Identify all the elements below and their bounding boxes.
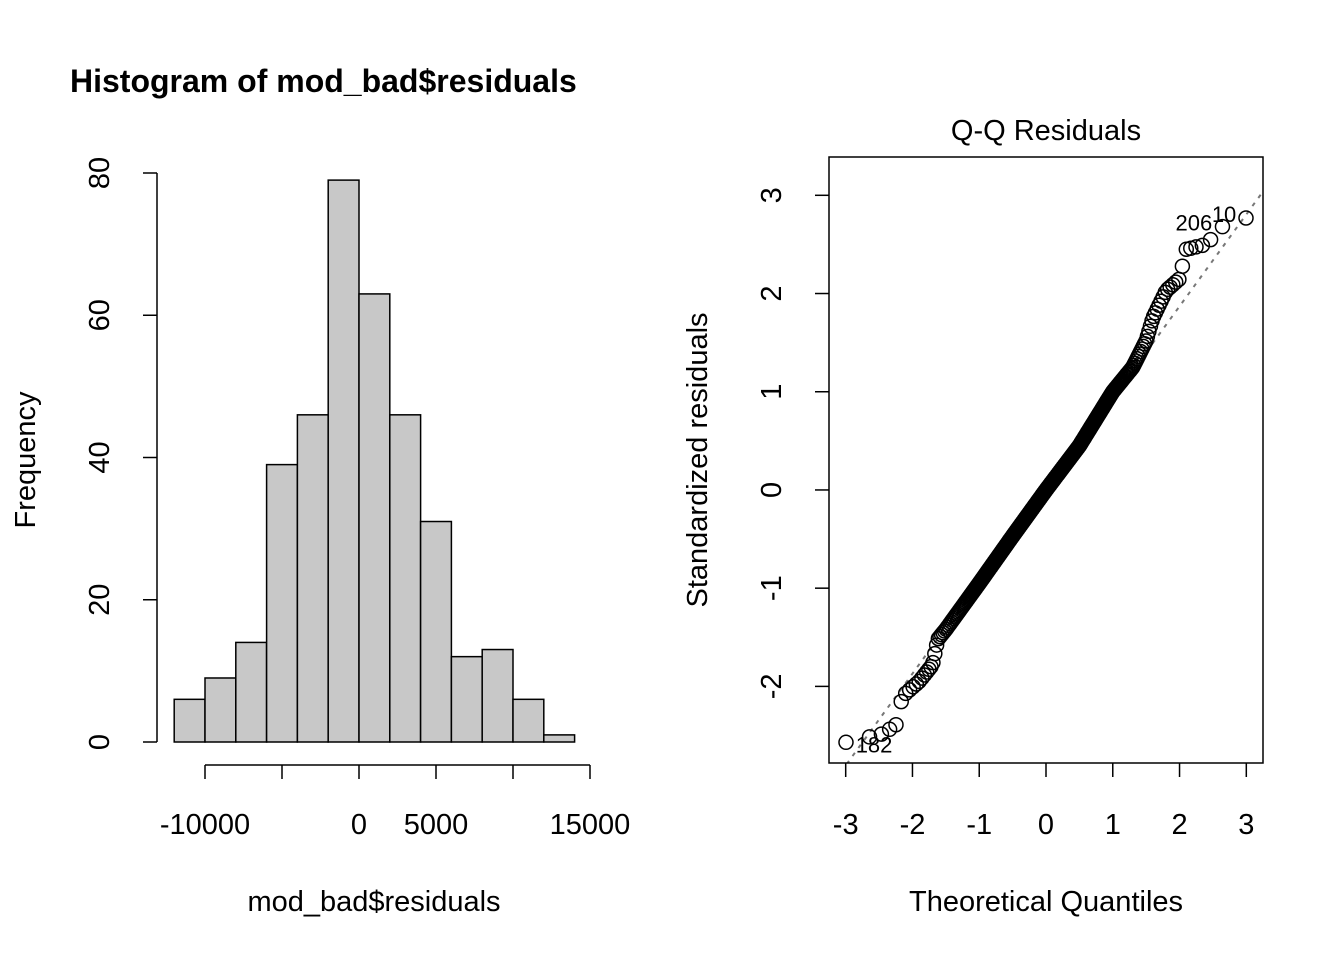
qq-point (838, 734, 854, 751)
qq-point-label: 182 (856, 732, 893, 757)
qq-point (927, 645, 943, 662)
x-tick-label: 3 (1238, 809, 1254, 841)
qq-point (925, 654, 941, 671)
x-tick-label: -10000 (160, 809, 250, 841)
x-tick-label: -2 (900, 809, 926, 841)
qq-point (928, 637, 945, 653)
x-tick-label: 2 (1171, 809, 1187, 841)
x-tick-label: -3 (833, 809, 859, 841)
histogram-bar (419, 520, 453, 743)
y-tick-label: 3 (756, 187, 788, 203)
qq-point (1171, 271, 1187, 288)
qq-point (1174, 258, 1191, 274)
qq-point (1183, 240, 1199, 256)
histogram-bar (481, 648, 514, 743)
y-tick-label: 0 (756, 482, 788, 498)
qq-point (1167, 274, 1184, 290)
histogram-bar (512, 698, 545, 743)
qq-point (1214, 218, 1231, 235)
qq-title: Q-Q Residuals (951, 115, 1141, 147)
x-tick-label: 0 (1038, 809, 1054, 841)
y-tick-label: 60 (84, 299, 116, 331)
y-tick-label: 0 (84, 734, 116, 750)
x-tick-label: 5000 (404, 809, 469, 841)
reference-line (846, 190, 1263, 763)
x-tick-label: 1 (1105, 809, 1121, 841)
y-tick-label: -1 (756, 575, 788, 601)
qq-point (1188, 239, 1204, 255)
x-tick-label: 15000 (550, 809, 631, 841)
y-tick-label: 1 (756, 384, 788, 400)
qq-point (893, 693, 909, 710)
histogram: 0 20 40 60 80 -10000 0 5000 15000 (84, 157, 630, 841)
histogram-bar (358, 293, 391, 743)
qq-point (1162, 279, 1178, 295)
y-tick-label: 20 (84, 584, 116, 616)
qq-point (908, 676, 925, 692)
histogram-bar (327, 179, 360, 743)
qq-xlabel: Theoretical Quantiles (909, 886, 1183, 918)
y-tick-label: 2 (756, 285, 788, 301)
histogram-bar (450, 655, 483, 743)
qq-point (861, 729, 878, 745)
qq-point (1194, 237, 1211, 254)
qq-point (1202, 231, 1219, 248)
histogram-bar (543, 734, 576, 743)
qq-ylabel: Standardized residuals (682, 312, 714, 607)
histogram-bar (173, 698, 206, 743)
histogram-ylabel: Frequency (10, 391, 42, 529)
x-tick-label: 0 (351, 809, 367, 841)
histogram-xlabel: mod_bad$residuals (247, 886, 500, 918)
y-tick-label: -2 (756, 673, 788, 699)
qq-point (1238, 210, 1254, 226)
qq-point-label: 10 (1212, 202, 1236, 227)
qq-point-label: 206 (1176, 211, 1213, 236)
y-tick-label: 40 (84, 441, 116, 473)
histogram-bar (296, 414, 329, 743)
x-tick-label: -1 (966, 809, 992, 841)
histogram-bar (235, 641, 268, 743)
histogram-title: Histogram of mod_bad$residuals (70, 63, 577, 99)
qq-point (873, 726, 890, 742)
histogram-bar (389, 414, 422, 743)
qq-point (888, 716, 904, 733)
histogram-bar (204, 677, 237, 743)
histogram-bar (265, 463, 299, 743)
y-tick-label: 80 (84, 157, 116, 189)
